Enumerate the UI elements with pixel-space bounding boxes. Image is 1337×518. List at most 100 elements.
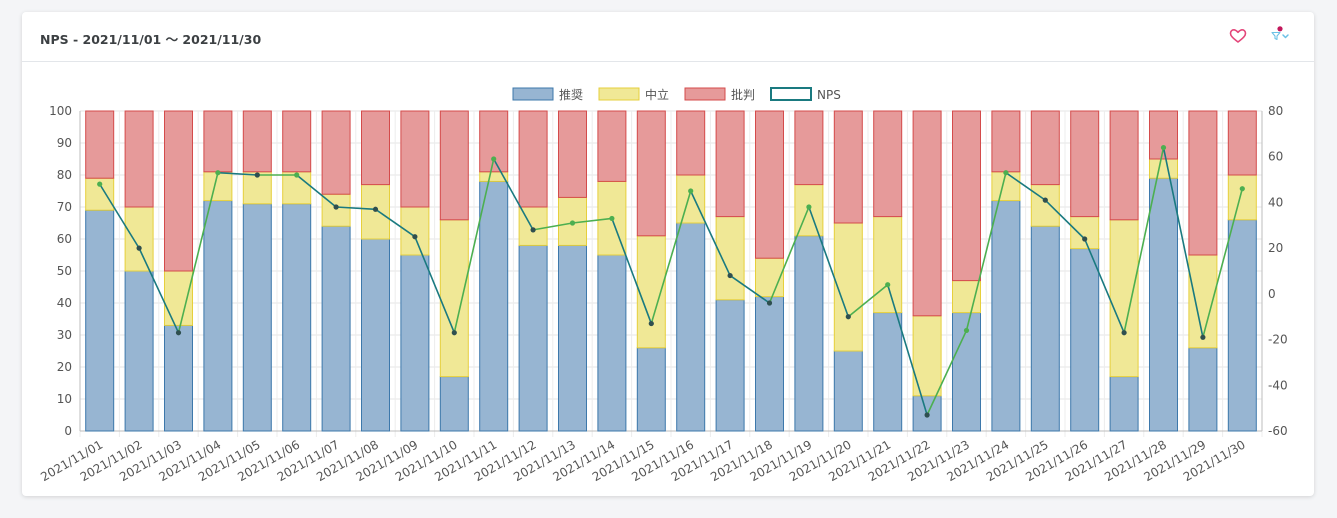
bar-passive — [124, 206, 154, 272]
y-right-tick-label: 0 — [1268, 287, 1276, 301]
bar-promoter — [558, 244, 587, 432]
nps-point — [491, 156, 497, 162]
notification-badge — [1277, 26, 1283, 32]
nps-line-segment — [965, 172, 1007, 331]
bar-promoter — [361, 238, 390, 432]
bar-promoter — [321, 225, 351, 432]
bar-promoter — [833, 350, 863, 432]
y-left-tick-label: 10 — [57, 392, 72, 406]
nps-point — [372, 206, 379, 212]
bar-promoter — [282, 203, 312, 432]
nps-point — [688, 188, 694, 194]
bar-detractor — [361, 110, 390, 186]
nps-line-segment — [1202, 188, 1244, 338]
nps-point — [1160, 144, 1167, 151]
bar-promoter — [85, 209, 115, 432]
bar-detractor — [321, 110, 351, 195]
nps-point — [333, 204, 339, 210]
bar-detractor — [1070, 110, 1100, 218]
nps-point — [136, 245, 142, 251]
bar-passive — [873, 216, 903, 314]
bar-promoter — [597, 254, 627, 432]
nps-point — [1200, 334, 1206, 340]
nps-point — [885, 282, 891, 288]
bar-passive — [1070, 216, 1100, 250]
nps-line-segment — [729, 274, 770, 304]
bar-promoter — [1070, 248, 1100, 432]
nps-point — [1082, 236, 1088, 242]
bar-passive — [439, 219, 469, 378]
bar-detractor — [85, 110, 115, 179]
bar-detractor — [1149, 110, 1178, 160]
bars — [85, 110, 1257, 432]
bar-detractor — [597, 110, 627, 182]
bar-promoter — [636, 347, 666, 432]
y-right-tick-label: -40 — [1268, 378, 1288, 392]
bar-passive — [203, 171, 233, 202]
x-axis: 2021/11/012021/11/022021/11/032021/11/04… — [38, 437, 1248, 484]
y-right-tick-label: 80 — [1268, 104, 1283, 118]
bar-detractor — [164, 110, 193, 272]
y-left-tick-label: 90 — [57, 136, 72, 150]
bar-passive — [400, 206, 430, 256]
bar-promoter — [715, 299, 745, 432]
bar-detractor — [833, 110, 863, 224]
y-left-tick-label: 70 — [57, 200, 72, 214]
bar-promoter — [124, 270, 154, 432]
nps-point — [215, 170, 221, 176]
nps-line-segment — [572, 217, 612, 224]
chart-title: NPS - 2021/11/01 〜 2021/11/30 — [40, 32, 262, 47]
y-axis-right: -60 -40 -20 0 20 40 60 80 — [1268, 104, 1288, 438]
bar-passive — [794, 184, 824, 237]
y-left-tick-label: 20 — [57, 360, 72, 374]
legend-item: 批判 — [684, 87, 755, 102]
nps-line-segment — [689, 190, 731, 276]
legend-swatch — [512, 87, 554, 101]
bar-passive — [833, 222, 863, 352]
y-right-tick-label: 20 — [1268, 241, 1283, 255]
nps-line-segment — [808, 206, 850, 317]
bar-promoter — [1188, 347, 1218, 432]
nps-line-segment — [1162, 147, 1204, 338]
bar-detractor — [1109, 110, 1139, 221]
nps-line-series — [97, 144, 1245, 418]
bar-detractor — [1030, 110, 1060, 186]
legend-item: 推奨 — [512, 87, 583, 102]
bar-promoter — [439, 376, 469, 432]
bar-detractor — [439, 110, 469, 221]
y-left-tick-label: 80 — [57, 168, 72, 182]
bar-promoter — [203, 200, 233, 432]
filter-menu-button[interactable] — [1268, 26, 1292, 46]
bar-promoter — [242, 203, 272, 432]
bar-passive — [1109, 219, 1139, 378]
bar-detractor — [242, 110, 272, 173]
bar-passive — [991, 171, 1021, 202]
nps-line-segment — [1123, 147, 1165, 333]
bar-passive — [715, 216, 745, 301]
heart-icon[interactable] — [1228, 26, 1248, 46]
legend-item: NPS — [770, 87, 841, 102]
bar-passive — [1030, 184, 1060, 227]
nps-line-segment — [177, 172, 219, 333]
bar-passive — [1149, 158, 1178, 179]
bar-detractor — [636, 110, 666, 237]
nps-point — [766, 300, 773, 306]
filter-icon — [1271, 26, 1289, 41]
bar-promoter — [400, 254, 430, 432]
legend-item: 中立 — [598, 87, 669, 102]
bar-detractor — [400, 110, 430, 208]
bar-promoter — [1149, 177, 1178, 432]
legend-swatch — [598, 87, 640, 101]
nps-line-segment — [493, 158, 534, 231]
nps-point — [294, 172, 300, 178]
nps-point — [924, 412, 930, 418]
y-right-tick-label: -20 — [1268, 333, 1288, 347]
bar-detractor — [794, 110, 824, 186]
nps-point — [254, 172, 260, 178]
nps-line-segment — [453, 158, 495, 333]
bar-passive — [1227, 174, 1257, 221]
y-left-tick-label: 30 — [57, 328, 72, 342]
bar-promoter — [164, 324, 193, 432]
bar-promoter — [479, 180, 509, 432]
nps-line-segment — [768, 206, 810, 304]
